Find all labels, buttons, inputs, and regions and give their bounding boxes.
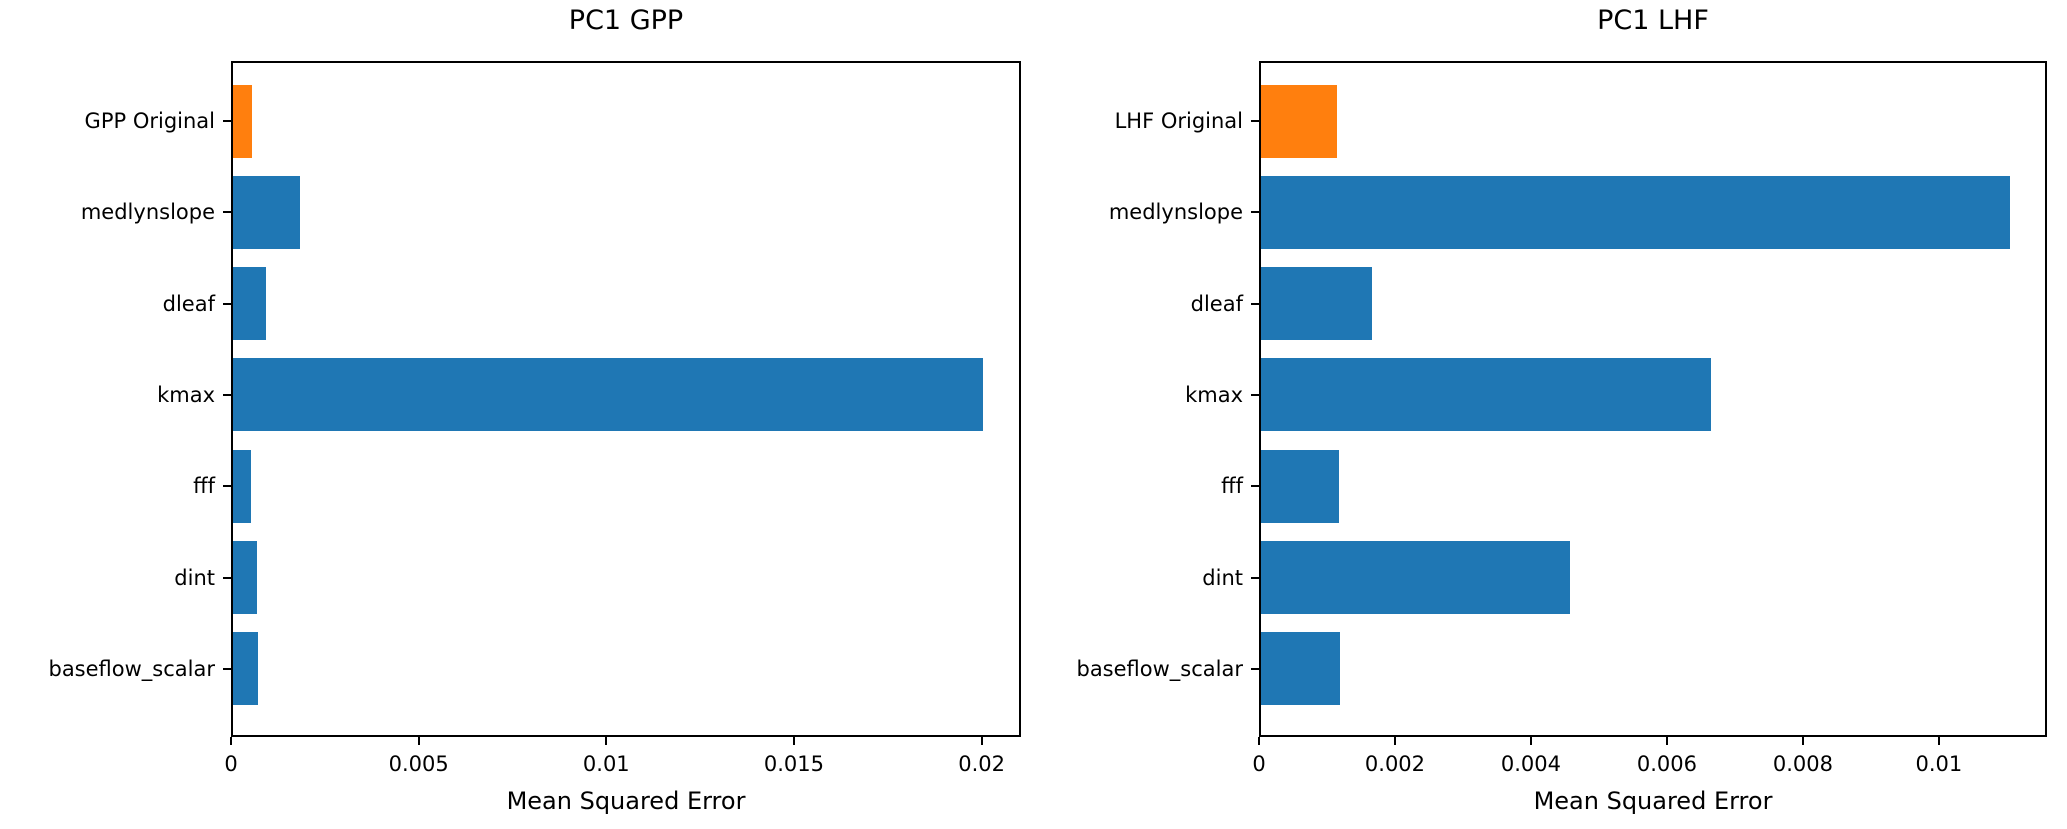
x-tick-label: 0.002 xyxy=(1364,752,1426,776)
y-tick-label: dint xyxy=(174,565,215,590)
x-tick-label: 0.02 xyxy=(958,752,1005,776)
x-tick-label: 0 xyxy=(1252,752,1266,776)
bar-fff xyxy=(1261,449,1340,523)
y-tick-label: baseflow_scalar xyxy=(48,656,215,681)
y-tick-mark xyxy=(223,393,231,396)
y-tick-label: fff xyxy=(193,474,215,499)
y-tick-mark xyxy=(223,211,231,214)
y-tick-label: GPP Original xyxy=(84,109,215,133)
x-tick-mark xyxy=(605,737,608,745)
bar-dleaf xyxy=(1261,267,1372,341)
y-tick-label: dint xyxy=(1202,565,1243,590)
x-tick-mark xyxy=(1258,737,1260,745)
y-tick-mark xyxy=(1251,211,1259,214)
y-tick-label: fff xyxy=(1221,474,1243,499)
x-tick-mark xyxy=(1801,737,1804,745)
x-tick-label: 0.01 xyxy=(582,752,630,776)
y-tick-label: kmax xyxy=(157,382,215,407)
x-tick-mark xyxy=(1665,737,1668,745)
y-tick-mark xyxy=(223,485,231,488)
bar-medlynslope xyxy=(233,175,300,249)
x-tick-mark xyxy=(230,737,232,745)
x-tick-label: 0.005 xyxy=(388,752,449,776)
y-tick-label: dleaf xyxy=(1190,291,1243,316)
bar-dint xyxy=(233,541,257,614)
y-tick-label: dleaf xyxy=(162,291,215,316)
x-tick-label: 0.006 xyxy=(1636,752,1697,776)
y-tick-mark xyxy=(1251,576,1259,579)
x-tick-mark xyxy=(1937,737,1940,745)
y-tick-label: kmax xyxy=(1185,382,1243,407)
x-tick-mark xyxy=(417,737,420,745)
y-tick-mark xyxy=(1251,485,1259,488)
bar-kmax xyxy=(233,358,984,432)
y-tick-mark xyxy=(223,576,231,579)
y-tick-mark xyxy=(1251,302,1259,305)
x-tick-mark xyxy=(792,737,795,745)
bar-fff xyxy=(233,449,251,523)
x-tick-mark xyxy=(1393,737,1396,745)
bar-medlynslope xyxy=(1261,175,2010,249)
y-tick-mark xyxy=(223,667,231,670)
bar-gpp-original xyxy=(233,84,253,158)
x-tick-label: 0.01 xyxy=(1915,752,1963,776)
x-tick-mark xyxy=(980,737,983,745)
y-tick-label: medlynslope xyxy=(1108,200,1243,225)
y-tick-mark xyxy=(223,120,231,122)
x-axis-label-pc1-gpp: Mean Squared Error xyxy=(506,787,746,815)
y-tick-mark xyxy=(1251,393,1259,396)
y-tick-label: medlynslope xyxy=(80,200,215,225)
bar-kmax xyxy=(1261,358,1712,432)
x-tick-label: 0.004 xyxy=(1500,752,1562,776)
bar-dint xyxy=(1261,541,1570,614)
x-tick-label: 0.008 xyxy=(1772,752,1833,776)
bar-lhf-original xyxy=(1261,84,1338,158)
y-tick-mark xyxy=(1251,120,1259,122)
bar-baseflow-scalar xyxy=(1261,632,1340,706)
bar-dleaf xyxy=(233,267,266,341)
x-tick-label: 0.015 xyxy=(763,752,824,776)
x-tick-mark xyxy=(1529,737,1532,745)
y-tick-mark xyxy=(1251,667,1259,670)
x-axis-label-pc1-lhf: Mean Squared Error xyxy=(1533,787,1773,815)
x-tick-label: 0 xyxy=(224,752,238,776)
y-tick-label: LHF Original xyxy=(1114,109,1243,133)
y-tick-label: baseflow_scalar xyxy=(1076,656,1243,681)
y-tick-mark xyxy=(223,302,231,305)
chart-title-pc1-gpp: PC1 GPP xyxy=(568,5,684,36)
bar-baseflow-scalar xyxy=(233,632,259,706)
chart-title-pc1-lhf: PC1 LHF xyxy=(1597,5,1709,36)
